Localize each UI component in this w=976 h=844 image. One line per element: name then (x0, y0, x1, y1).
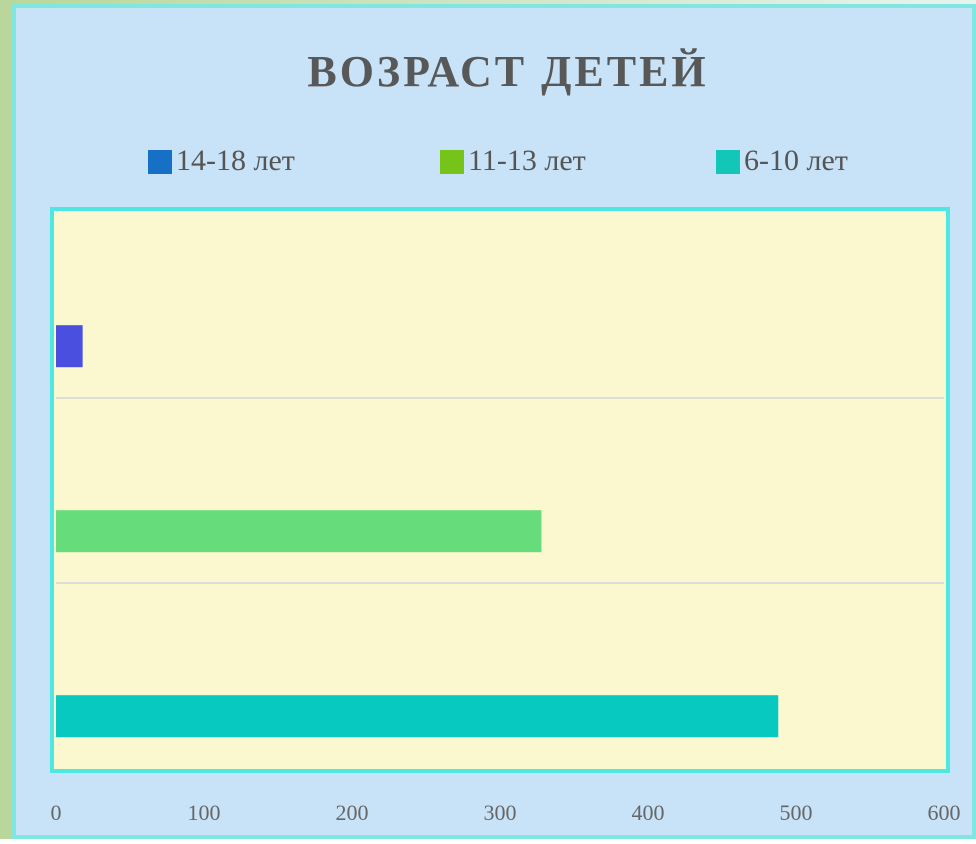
x-tick-label: 600 (928, 800, 961, 825)
x-tick-label: 200 (336, 800, 369, 825)
x-tick-label: 300 (484, 800, 517, 825)
legend-swatch (148, 150, 172, 174)
legend-label: 6-10 лет (744, 144, 848, 177)
x-tick-label: 0 (51, 800, 62, 825)
legend-swatch (716, 150, 740, 174)
plot-area (50, 207, 950, 773)
bar (56, 325, 83, 368)
x-tick-label: 500 (780, 800, 813, 825)
legend-label: 11-13 лет (468, 144, 586, 177)
legend-label: 14-18 лет (176, 144, 295, 177)
chart-title: ВОЗРАСТ ДЕТЕЙ (307, 47, 708, 96)
bar (56, 695, 779, 738)
x-tick-label: 400 (632, 800, 665, 825)
x-tick-label: 100 (188, 800, 221, 825)
legend-swatch (440, 150, 464, 174)
bar (56, 510, 542, 553)
